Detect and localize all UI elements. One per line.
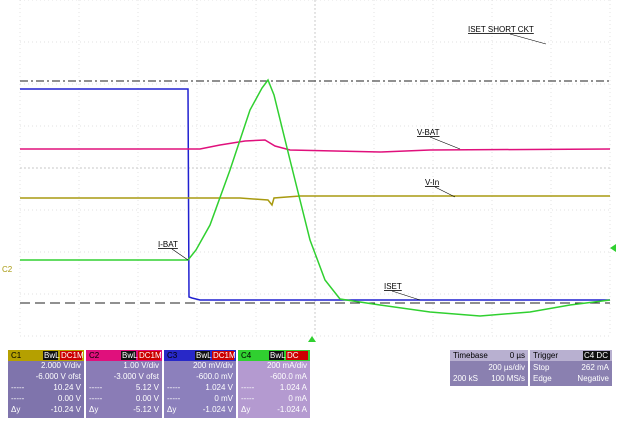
trigger-source: C4 DC (584, 351, 608, 360)
timebase-scale: 200 µs/div (488, 363, 525, 372)
trigger-type: Edge (533, 374, 552, 383)
channel-name: C1 (11, 351, 22, 360)
row-value: 0 mA (288, 394, 307, 403)
channel-tag-bg (286, 351, 308, 360)
trace-label: ISET (384, 282, 402, 291)
timebase-samples: 200 kS (453, 374, 478, 383)
channel-body (164, 350, 236, 418)
row-label: ----- (241, 383, 255, 392)
row-value: 10.24 V (53, 383, 81, 392)
trigger-title: Trigger (533, 351, 558, 360)
timebase-delay: 0 µs (510, 351, 525, 360)
channel-tag-bg (195, 351, 210, 360)
row-value: 200 mV/div (193, 361, 233, 370)
row-value: 0.00 V (136, 394, 160, 403)
row-value: 1.024 V (205, 383, 233, 392)
channel-name: C3 (167, 351, 178, 360)
channel-tag: BwL (122, 351, 138, 360)
row-label: Δy (241, 405, 250, 414)
trigger-level: 262 mA (581, 363, 609, 372)
trace-iset (20, 88, 610, 301)
row-value: -3.000 V ofst (114, 372, 160, 381)
timebase-header (450, 350, 528, 361)
row-label: ----- (89, 394, 103, 403)
row-label: ----- (167, 394, 181, 403)
leader (429, 136, 461, 150)
channel-body (8, 350, 84, 418)
channel-tag: BwL (196, 351, 212, 360)
row-label: ----- (11, 394, 25, 403)
row-value: 5.12 V (136, 383, 160, 392)
channel-tag: BwL (44, 351, 60, 360)
trace-label: V-BAT (417, 128, 440, 137)
channel-tag: DC1M (61, 351, 84, 360)
timebase-rate: 100 MS/s (491, 374, 525, 383)
channel-body (86, 350, 162, 418)
channel-tag-bg (212, 351, 234, 360)
row-label: Δy (11, 405, 20, 414)
row-value: -1.024 V (203, 405, 234, 414)
row-label: Δy (89, 405, 98, 414)
channel-name: C4 (241, 351, 252, 360)
channel-tag-bg (269, 351, 284, 360)
trigger-header (530, 350, 612, 361)
channel-tag: DC1M (139, 351, 162, 360)
leader (434, 186, 456, 198)
row-value: -600.0 mV (196, 372, 234, 381)
ground-marker: C2 (2, 265, 13, 274)
trace-ibat (20, 78, 611, 317)
row-value: -1.024 A (277, 405, 307, 414)
trigger-marker (610, 244, 616, 252)
channel-tag-bg (60, 351, 82, 360)
trace-vbat (20, 139, 611, 153)
leader (509, 33, 547, 45)
channel-tag: DC (287, 351, 299, 360)
row-value: 0 mV (214, 394, 233, 403)
channel-tag: BwL (270, 351, 286, 360)
leader (391, 290, 421, 301)
trigger-source-bg (583, 351, 610, 360)
row-value: 1.024 A (280, 383, 308, 392)
channel-name: C2 (89, 351, 100, 360)
time-marker (308, 336, 316, 342)
grid (19, 0, 611, 337)
trigger-slope: Negative (577, 374, 609, 383)
row-value: 0.00 V (58, 394, 82, 403)
timebase-title: Timebase (453, 351, 488, 360)
row-value: 200 mA/div (267, 361, 307, 370)
trace-label: I-BAT (158, 240, 178, 249)
trace-label: V-In (425, 178, 439, 187)
row-label: ----- (11, 383, 25, 392)
trigger-mode: Stop (533, 363, 550, 372)
channel-body (238, 350, 310, 418)
trace-label: ISET SHORT CKT (468, 25, 534, 34)
trace-vin (20, 195, 610, 207)
row-label: ----- (167, 383, 181, 392)
row-label: Δy (167, 405, 176, 414)
leader (171, 248, 189, 261)
row-label: ----- (89, 383, 103, 392)
row-value: -600.0 mA (270, 372, 308, 381)
row-label: ----- (241, 394, 255, 403)
channel-tag: DC1M (213, 351, 236, 360)
channel-tag-bg (121, 351, 136, 360)
row-value: -10.24 V (51, 405, 82, 414)
channel-tag-bg (43, 351, 58, 360)
row-value: 1.00 V/div (123, 361, 159, 370)
row-value: -5.12 V (133, 405, 159, 414)
row-value: 2.000 V/div (41, 361, 81, 370)
row-value: -6.000 V ofst (36, 372, 82, 381)
channel-tag-bg (138, 351, 160, 360)
